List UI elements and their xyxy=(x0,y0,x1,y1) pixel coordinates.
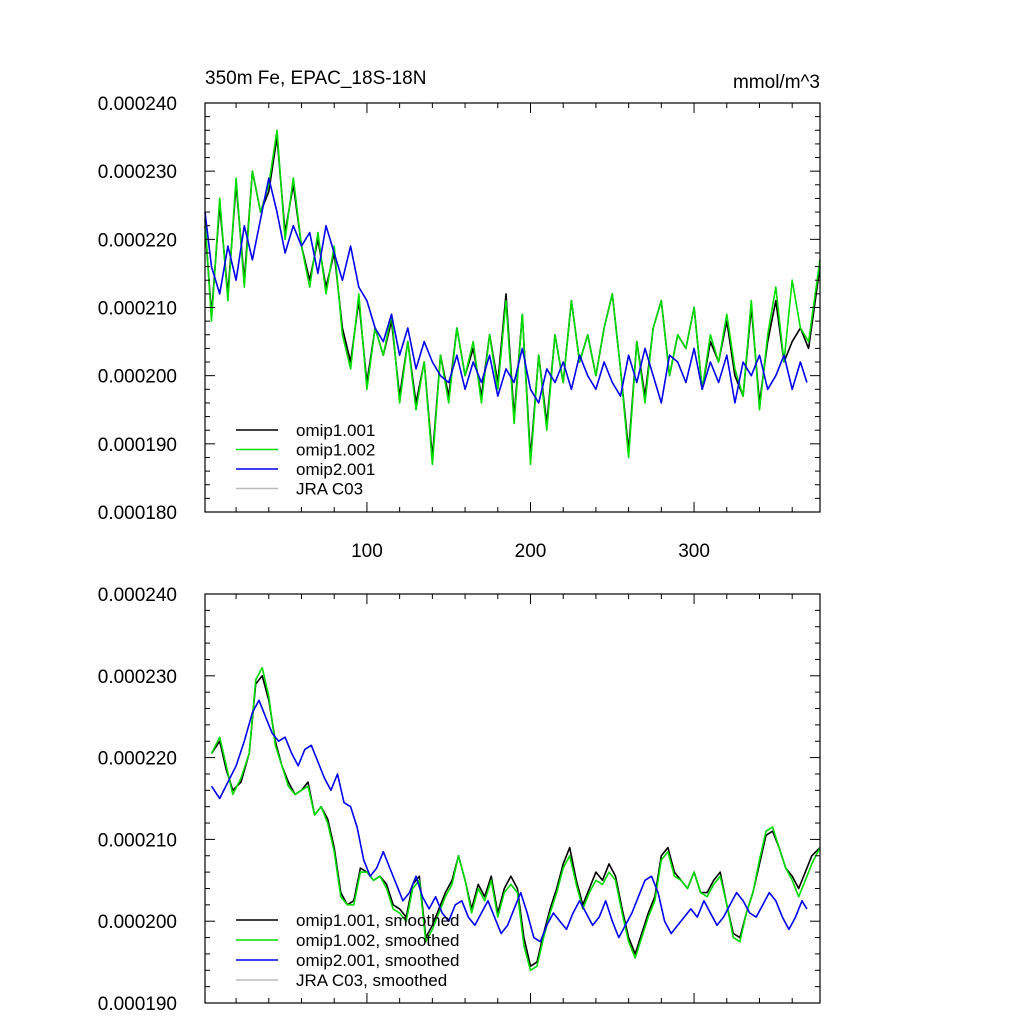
legend-label-3: JRA C03, smoothed xyxy=(296,971,447,990)
y-tick-label: 0.000230 xyxy=(98,162,177,183)
series-line-1 xyxy=(204,129,821,466)
legend-label-1: omip1.002 xyxy=(296,441,375,460)
legend-label-3: JRA C03 xyxy=(296,480,363,499)
bottom-panel: 0.000190 0.000200 0.000210 0.000220 0.000230… xyxy=(98,585,821,1015)
legend-label-0: omip1.001, smoothed xyxy=(296,911,460,930)
y-axis: 0.000190 0.000200 0.000210 0.000220 0.000230… xyxy=(98,585,820,1015)
y-tick-label: 0.000200 xyxy=(98,912,177,933)
x-tick-label: 200 xyxy=(515,541,547,562)
series-line-2 xyxy=(210,699,808,943)
y-tick-label: 0.000220 xyxy=(98,749,177,770)
x-tick-label: 100 xyxy=(351,541,383,562)
legend-label-2: omip2.001, smoothed xyxy=(296,951,460,970)
top-panel: 0.000180 0.000190 0.000200 0.000210 0.000220… xyxy=(98,68,821,562)
y-axis: 0.000180 0.000190 0.000200 0.000210 0.000220… xyxy=(98,94,820,524)
y-tick-label: 0.000210 xyxy=(98,830,177,851)
y-tick-label: 0.000220 xyxy=(98,230,177,251)
x-tick-label: 300 xyxy=(678,541,710,562)
series-line-2 xyxy=(204,177,808,404)
y-tick-label: 0.000180 xyxy=(98,503,177,524)
chart-title: 350m Fe, EPAC_18S-18N xyxy=(205,68,426,89)
x-axis xyxy=(235,594,793,1003)
y-tick-label: 0.000190 xyxy=(98,994,177,1015)
y-tick-label: 0.000210 xyxy=(98,299,177,320)
x-axis: 100 200 300 xyxy=(235,103,793,562)
y-tick-label: 0.000240 xyxy=(98,585,177,606)
plot-frame xyxy=(204,593,821,1004)
legend-label-1: omip1.002, smoothed xyxy=(296,931,460,950)
units-label: mmol/m^3 xyxy=(733,72,820,93)
series-line-1 xyxy=(210,666,821,972)
y-tick-label: 0.000230 xyxy=(98,667,177,688)
legend-label-2: omip2.001 xyxy=(296,460,375,479)
y-tick-label: 0.000240 xyxy=(98,94,177,115)
y-tick-label: 0.000190 xyxy=(98,435,177,456)
y-tick-label: 0.000200 xyxy=(98,367,177,388)
legend-label-0: omip1.001 xyxy=(296,421,375,440)
